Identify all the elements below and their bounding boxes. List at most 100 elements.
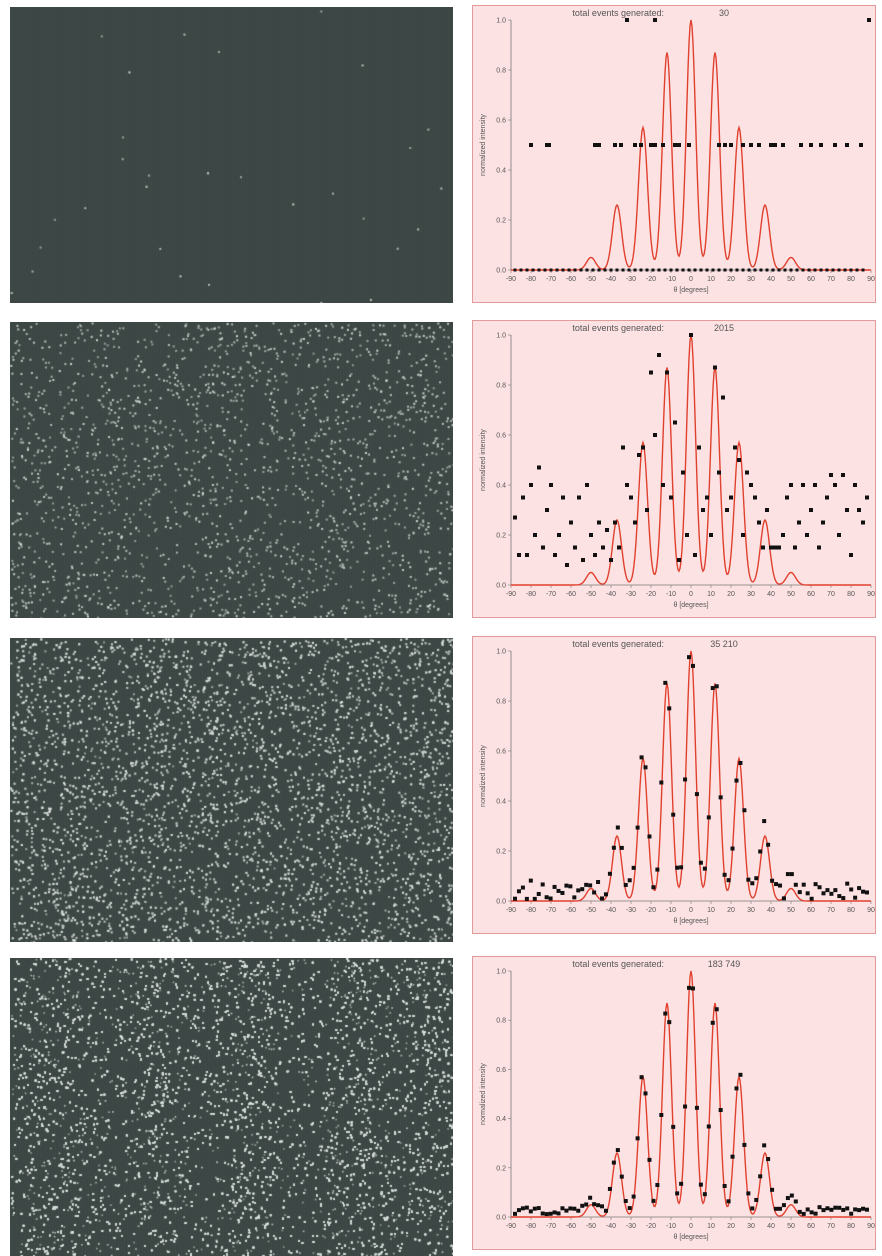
x-axis-label: θ [degrees] — [673, 1234, 708, 1241]
x-tick-label: 40 — [767, 591, 775, 598]
data-point — [734, 1086, 739, 1091]
chart-svg-4: total events generated: 183 749 -90 -80 -70 -… — [480, 959, 875, 1241]
x-tick-label: -50 — [586, 907, 596, 914]
x-tick-label: -30 — [626, 276, 636, 283]
data-point — [774, 1206, 779, 1211]
data-point — [722, 872, 727, 877]
data-point — [673, 420, 677, 425]
data-point — [596, 1203, 601, 1208]
data-point — [759, 268, 763, 272]
data-point — [758, 1174, 763, 1179]
data-point — [829, 1207, 834, 1212]
data-point — [613, 520, 617, 525]
x-tick-label: 60 — [807, 276, 815, 283]
x-tick-label: -20 — [646, 907, 656, 914]
x-tick-label: 90 — [867, 907, 875, 914]
x-tick-label: 80 — [847, 591, 855, 598]
data-point — [819, 268, 823, 272]
data-point — [687, 268, 691, 272]
y-axis-label: normalized intensity — [480, 1063, 487, 1125]
data-point — [607, 871, 612, 876]
data-point — [781, 143, 785, 147]
data-point — [717, 470, 721, 475]
y-tick-label: 0.0 — [496, 899, 506, 906]
data-point — [825, 1206, 830, 1211]
data-point — [865, 1207, 869, 1212]
data-point — [795, 268, 799, 272]
data-point — [805, 533, 809, 537]
data-point — [701, 508, 705, 512]
x-tick-label: 50 — [787, 907, 795, 914]
data-point — [783, 268, 787, 272]
chart-title: total events generated: — [572, 8, 664, 18]
data-point — [536, 1206, 541, 1211]
data-point — [725, 508, 729, 512]
data-point — [639, 143, 643, 147]
detector-screen-4 — [10, 958, 453, 1256]
data-point — [687, 985, 692, 990]
x-tick-label: 50 — [787, 591, 795, 598]
data-point — [536, 891, 541, 896]
data-point — [627, 1206, 632, 1211]
data-point — [861, 1206, 866, 1211]
data-point — [757, 520, 761, 525]
y-tick-label: 0.4 — [496, 483, 506, 490]
data-point — [585, 268, 589, 272]
data-point — [833, 143, 837, 147]
x-tick-label: 0 — [689, 907, 693, 914]
data-point — [713, 365, 717, 370]
data-point — [833, 483, 837, 487]
data-point — [675, 268, 679, 272]
y-tick-label: 1.0 — [496, 18, 506, 25]
data-point — [603, 268, 607, 272]
data-point — [645, 268, 649, 272]
x-tick-label: -80 — [526, 591, 536, 598]
data-point — [600, 1204, 605, 1209]
data-point — [690, 663, 695, 668]
data-point — [517, 553, 521, 557]
x-tick-label: -50 — [586, 591, 596, 598]
data-point — [544, 895, 549, 900]
chart-title: total events generated: — [572, 323, 664, 333]
x-tick-label: 0 — [689, 591, 693, 598]
data-point — [789, 872, 794, 877]
data-point — [677, 143, 681, 147]
data-point — [741, 268, 745, 272]
data-point — [849, 1211, 854, 1216]
data-point — [799, 143, 803, 147]
data-point — [540, 1211, 545, 1216]
data-point — [625, 18, 629, 22]
data-point — [777, 545, 781, 550]
data-point — [845, 143, 849, 147]
data-point — [837, 1205, 842, 1210]
x-tick-label: -60 — [566, 591, 576, 598]
data-point — [552, 884, 557, 889]
data-point — [735, 268, 739, 272]
data-point — [657, 353, 661, 357]
data-point — [766, 1157, 771, 1162]
y-tick-label: 0.6 — [496, 118, 506, 125]
x-tick-label: -80 — [526, 907, 536, 914]
data-point — [525, 268, 529, 272]
data-point — [568, 1206, 573, 1211]
data-point — [738, 1072, 743, 1077]
data-point — [797, 890, 802, 895]
data-point — [717, 268, 721, 272]
data-point — [723, 143, 727, 147]
data-point — [617, 545, 621, 550]
data-point — [588, 883, 593, 888]
theory-curve-line — [511, 650, 871, 902]
x-tick-label: 0 — [689, 276, 693, 283]
data-point — [663, 680, 668, 685]
data-point — [577, 495, 581, 500]
panel-row-1: total events generated: 30 -90 -80 -70 -60 -50… — [0, 0, 882, 310]
data-point — [663, 268, 667, 272]
data-point — [745, 470, 749, 475]
data-point — [817, 1205, 822, 1210]
data-point — [596, 880, 601, 885]
data-point — [753, 268, 757, 272]
data-point — [553, 553, 557, 557]
data-point — [729, 143, 733, 147]
data-point — [841, 473, 845, 477]
data-point — [580, 887, 585, 892]
